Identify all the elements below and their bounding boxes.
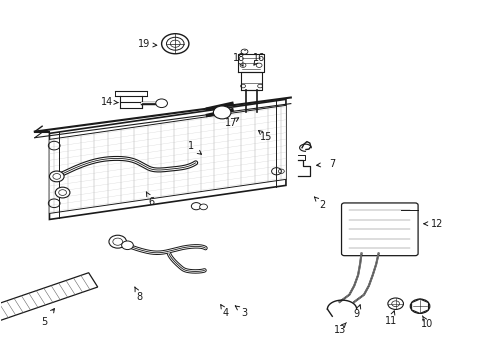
Text: 7: 7 xyxy=(328,159,335,169)
Text: 5: 5 xyxy=(41,317,48,327)
Circle shape xyxy=(199,204,207,210)
Text: 4: 4 xyxy=(223,308,228,318)
Circle shape xyxy=(55,187,70,198)
Circle shape xyxy=(213,106,230,119)
Circle shape xyxy=(387,298,403,310)
Text: 3: 3 xyxy=(241,308,247,318)
Text: 14: 14 xyxy=(101,97,113,107)
Polygon shape xyxy=(0,273,98,320)
Polygon shape xyxy=(411,299,427,314)
Circle shape xyxy=(49,171,64,182)
Circle shape xyxy=(256,63,262,67)
Circle shape xyxy=(240,63,245,67)
Text: 19: 19 xyxy=(138,40,150,49)
Circle shape xyxy=(409,299,429,314)
Circle shape xyxy=(241,49,247,54)
Text: 8: 8 xyxy=(136,292,142,302)
Text: 9: 9 xyxy=(353,310,359,319)
Text: 1: 1 xyxy=(187,141,194,151)
Circle shape xyxy=(109,235,126,248)
Text: 15: 15 xyxy=(260,132,272,142)
Text: 10: 10 xyxy=(420,319,432,329)
Circle shape xyxy=(156,99,167,108)
Circle shape xyxy=(191,203,201,210)
Polygon shape xyxy=(49,105,285,213)
Polygon shape xyxy=(49,99,285,220)
FancyBboxPatch shape xyxy=(341,203,417,256)
Text: 6: 6 xyxy=(148,197,155,207)
Text: 16: 16 xyxy=(252,53,264,63)
Text: 12: 12 xyxy=(430,219,443,229)
Text: 13: 13 xyxy=(333,325,345,334)
Circle shape xyxy=(161,34,188,54)
Text: 11: 11 xyxy=(384,316,396,325)
Circle shape xyxy=(122,241,133,249)
Text: 17: 17 xyxy=(224,118,237,128)
Text: 2: 2 xyxy=(319,200,325,210)
Text: 18: 18 xyxy=(232,53,244,63)
